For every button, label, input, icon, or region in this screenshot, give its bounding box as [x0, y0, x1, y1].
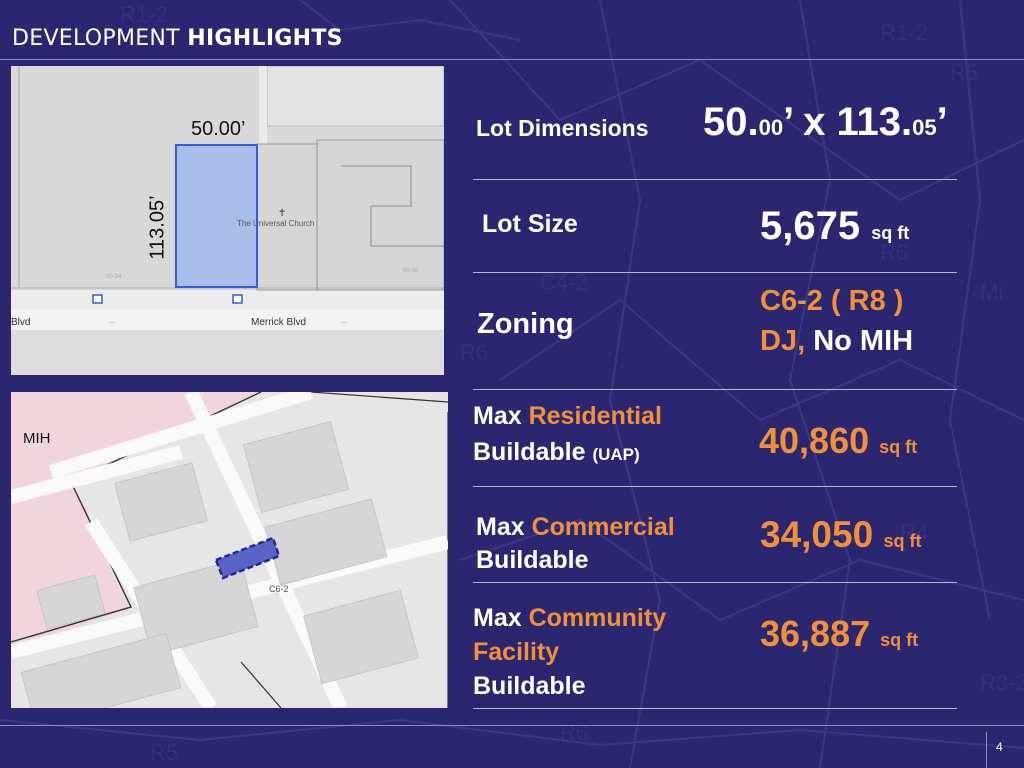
svg-text:R1-2: R1-2 [880, 20, 928, 45]
svg-text:R5: R5 [150, 740, 178, 765]
row-divider [473, 272, 957, 273]
max-residential-label-line2: Buildable (UAP) [473, 438, 640, 467]
svg-text:R5: R5 [950, 60, 978, 85]
svg-text:R3-2: R3-2 [980, 670, 1024, 695]
lot-width-int: 50. [703, 100, 759, 144]
max-commercial-unit: sq ft [883, 531, 922, 551]
lot-size-label: Lot Size [482, 210, 578, 238]
street-label-merrick: Merrick Blvd [251, 317, 307, 328]
lot-map-drawing: ✝ 90-34 90-36 — — [11, 66, 444, 375]
max-residential-value: 40,860 sq ft [759, 420, 917, 462]
max-community-label-line3: Buildable [473, 672, 586, 700]
max-commercial-value: 34,050 sq ft [760, 514, 921, 556]
zoning-map-drawing [11, 392, 448, 708]
zoning-label: Zoning [477, 308, 574, 340]
svg-text:R4: R4 [900, 520, 928, 545]
page-number-divider [986, 732, 987, 768]
svg-text:—: — [109, 320, 115, 326]
max-residential-label: Max Residential [473, 402, 662, 431]
lot-width-label: 50.00’ [191, 118, 246, 140]
max-residential-key: Residential [528, 402, 662, 430]
mih-label: MIH [23, 430, 51, 447]
max-commercial-number: 34,050 [760, 514, 874, 555]
svg-text:R6: R6 [560, 720, 588, 745]
svg-text:—: — [341, 320, 347, 326]
max-commercial-label: Max Commercial [476, 513, 675, 542]
svg-text:Mi: Mi [980, 280, 1003, 305]
church-label: The Universal Church [237, 219, 315, 228]
lot-dimensions-label: Lot Dimensions [476, 115, 649, 141]
max-commercial-max: Max [476, 513, 532, 541]
max-community-value: 36,887 sq ft [760, 613, 918, 655]
row-divider [473, 179, 957, 180]
lot-dim-end: ’ [936, 100, 948, 144]
zoning-mih: No MIH [805, 325, 914, 357]
lot-depth-dec: 05 [912, 115, 937, 140]
footer-divider [0, 725, 1024, 726]
svg-text:R6: R6 [880, 240, 908, 265]
row-divider [473, 582, 957, 583]
zoning-dj: DJ, [760, 325, 806, 357]
zoning-district: C6-2 ( R8 ) [760, 285, 904, 317]
max-residential-max: Max [473, 402, 529, 430]
zoning-map: MIH C6-2 [11, 392, 448, 708]
row-divider [473, 708, 957, 709]
max-community-key2: Facility [473, 638, 560, 666]
max-residential-buildable: Buildable [473, 438, 593, 466]
lot-size-value: 5,675 sq ft [760, 204, 909, 249]
header-divider [0, 59, 1024, 60]
max-commercial-key: Commercial [531, 513, 675, 541]
lot-width-dec: 00 [758, 115, 784, 140]
page-title-bold: HIGHLIGHTS [187, 26, 343, 51]
max-community-unit: sq ft [880, 630, 919, 650]
svg-text:C4-2: C4-2 [540, 270, 588, 295]
max-commercial-label-line2: Buildable [476, 546, 589, 574]
street-label-left: Blvd [11, 317, 31, 328]
zoning-overlay: DJ, No MIH [760, 325, 913, 358]
page-number: 4 [996, 740, 1003, 754]
page-title: DEVELOPMENT HIGHLIGHTS [12, 26, 343, 51]
max-community-number: 36,887 [760, 613, 871, 654]
max-community-max: Max [473, 604, 529, 632]
svg-text:✝: ✝ [278, 208, 286, 219]
lot-dimensions-value: 50.00’ x 113.05’ [703, 100, 948, 145]
max-residential-note: (UAP) [592, 445, 640, 464]
lot-depth-label: 113.05’ [146, 195, 169, 260]
row-divider [473, 389, 957, 390]
lot-size-number: 5,675 [760, 204, 861, 248]
lot-dim-sep: ’ x [783, 100, 837, 144]
page-title-light: DEVELOPMENT [12, 26, 180, 51]
max-community-label: Max Community [473, 604, 666, 633]
svg-text:90-36: 90-36 [403, 268, 419, 274]
max-residential-number: 40,860 [759, 420, 870, 461]
lot-depth-int: 113. [836, 100, 913, 144]
max-community-key1: Community [528, 604, 667, 632]
row-divider [473, 486, 957, 487]
svg-text:90-34: 90-34 [106, 274, 122, 280]
lot-map: ✝ 90-34 90-36 — — 50.00’ 113.05’ The Uni… [11, 66, 444, 375]
svg-text:R1-2: R1-2 [120, 2, 168, 27]
svg-text:R6: R6 [460, 340, 488, 365]
zone-label: C6-2 [269, 584, 289, 594]
max-residential-unit: sq ft [879, 437, 918, 457]
lot-size-unit: sq ft [871, 223, 910, 243]
